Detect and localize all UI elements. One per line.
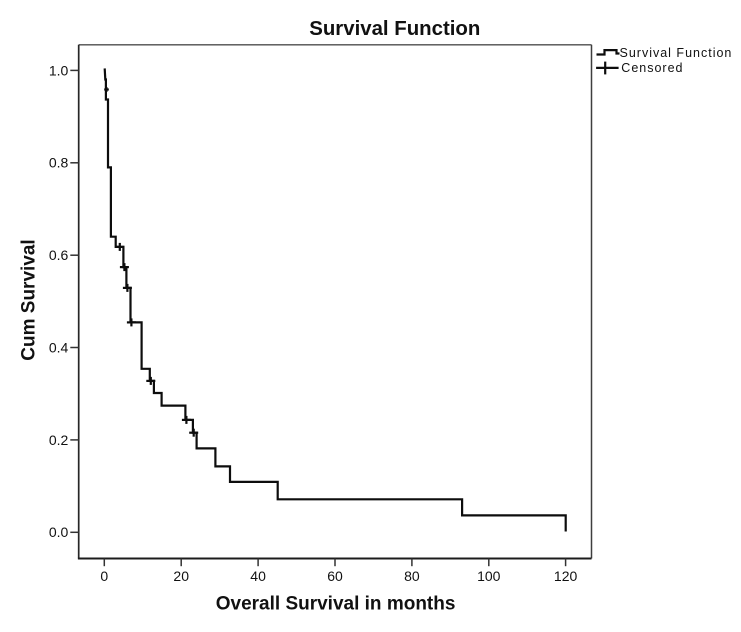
svg-text:Cum Survival: Cum Survival <box>19 239 40 360</box>
svg-text:0.6: 0.6 <box>49 247 69 263</box>
svg-text:0: 0 <box>100 568 108 584</box>
svg-text:80: 80 <box>404 568 420 584</box>
svg-text:60: 60 <box>327 568 343 584</box>
svg-text:100: 100 <box>477 568 501 584</box>
svg-text:Survival Function: Survival Function <box>620 46 733 60</box>
svg-text:Censored: Censored <box>621 61 683 75</box>
svg-text:0.4: 0.4 <box>49 339 69 355</box>
svg-text:0.2: 0.2 <box>49 432 69 448</box>
svg-text:1.0: 1.0 <box>49 62 69 78</box>
svg-text:0.0: 0.0 <box>49 524 69 540</box>
svg-text:120: 120 <box>554 568 578 584</box>
svg-text:Survival Function: Survival Function <box>309 18 480 40</box>
svg-text:0.8: 0.8 <box>49 155 69 171</box>
svg-text:20: 20 <box>173 568 189 584</box>
svg-text:40: 40 <box>250 568 266 584</box>
svg-text:Overall Survival in months: Overall Survival in months <box>216 594 456 615</box>
